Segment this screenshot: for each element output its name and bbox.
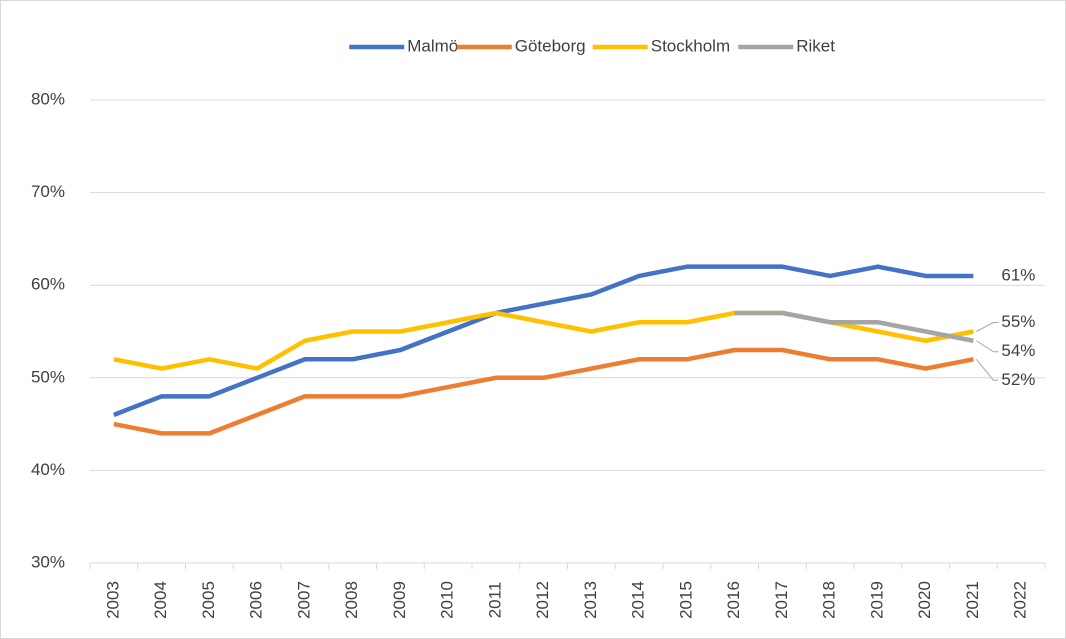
x-tick-label: 2008 <box>342 581 361 619</box>
legend-label: Göteborg <box>515 36 586 55</box>
data-label: 52% <box>1001 370 1035 389</box>
x-tick-label: 2022 <box>1011 581 1030 619</box>
data-label: 61% <box>1001 265 1035 284</box>
x-tick-label: 2009 <box>390 581 409 619</box>
x-tick-label: 2013 <box>581 581 600 619</box>
leader-line <box>976 340 999 353</box>
x-tick-label: 2014 <box>629 581 648 619</box>
leader-line <box>975 358 999 381</box>
x-tick-label: 2018 <box>820 581 839 619</box>
series-line <box>734 310 974 343</box>
legend-label: Stockholm <box>651 36 730 55</box>
x-tick-label: 2006 <box>247 581 266 619</box>
y-tick-label: 70% <box>31 182 65 201</box>
x-tick-label: 2007 <box>294 581 313 619</box>
x-tick-label: 2017 <box>772 581 791 619</box>
y-tick-label: 40% <box>31 460 65 479</box>
leader-line <box>976 322 999 332</box>
y-tick-label: 80% <box>31 89 65 108</box>
x-tick-label: 2004 <box>151 581 170 619</box>
x-tick-label: 2020 <box>915 581 934 619</box>
y-tick-label: 50% <box>31 367 65 386</box>
x-tick-label: 2005 <box>199 581 218 619</box>
x-tick-label: 2012 <box>533 581 552 619</box>
x-tick-label: 2021 <box>963 581 982 619</box>
y-tick-label: 60% <box>31 275 65 294</box>
x-tick-label: 2011 <box>485 582 504 619</box>
data-label: 55% <box>1001 312 1035 331</box>
data-label: 54% <box>1001 341 1035 360</box>
y-tick-label: 30% <box>31 552 65 571</box>
x-tick-label: 2016 <box>724 581 743 619</box>
x-tick-label: 2015 <box>676 581 695 619</box>
series-line <box>113 264 974 417</box>
legend-label: Riket <box>796 36 835 55</box>
x-tick-label: 2003 <box>103 581 122 619</box>
x-tick-label: 2019 <box>867 581 886 619</box>
legend-label: Malmö <box>407 36 458 55</box>
x-tick-label: 2010 <box>438 581 457 619</box>
series-line <box>113 347 974 436</box>
